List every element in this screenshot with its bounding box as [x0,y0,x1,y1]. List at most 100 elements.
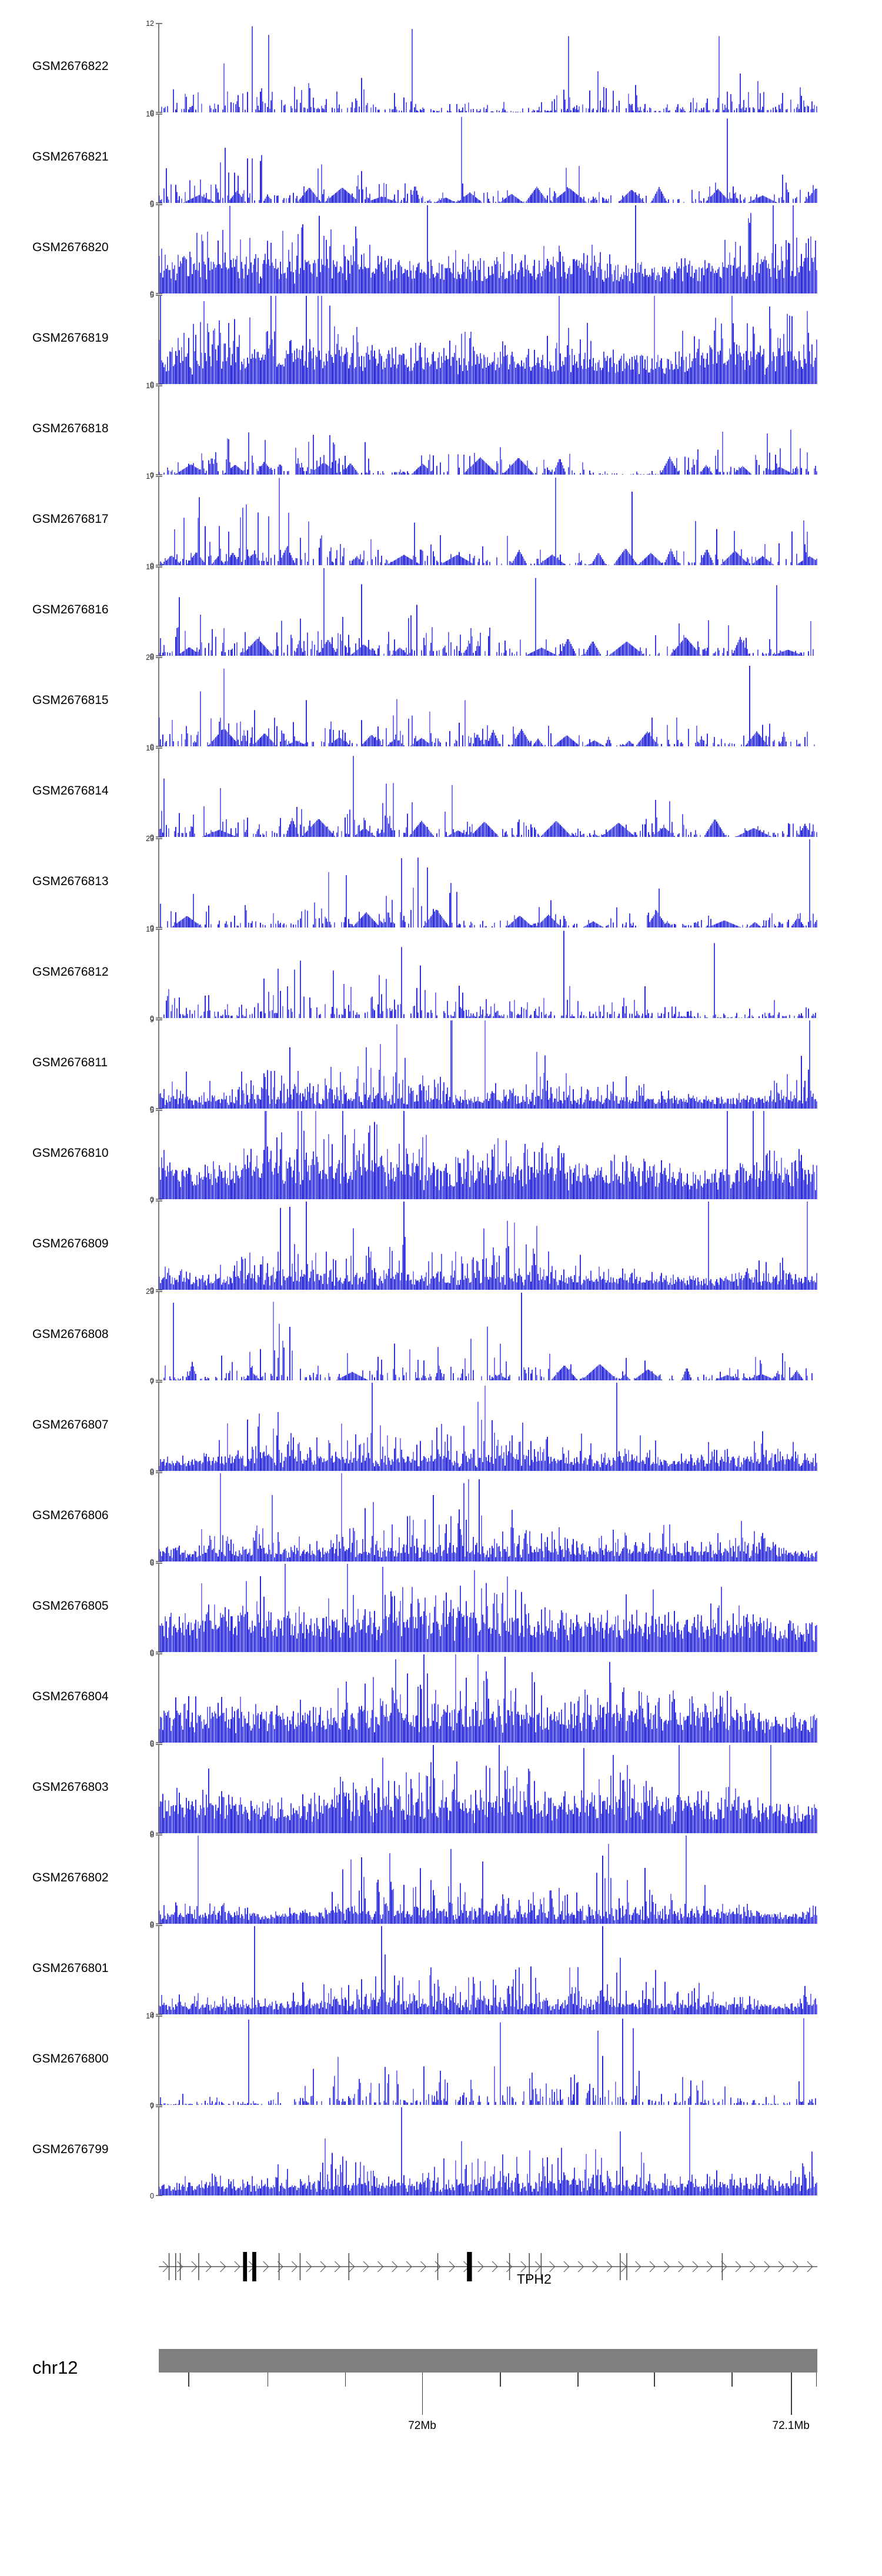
gene-exon [198,2253,199,2280]
track-sample-label: GSM2676804 [32,1690,109,1703]
coverage-track-row: GSM2676805 6 0 [0,1560,882,1656]
strand-arrow-icon [349,2261,355,2273]
track-plot-area[interactable] [159,2016,817,2105]
track-sample-label: GSM2676809 [32,1237,109,1250]
track-plot-area[interactable] [159,1200,817,1290]
track-plot-area[interactable] [159,657,817,746]
track-sample-label: GSM2676822 [32,59,109,73]
coverage-plot [159,1745,817,1833]
strand-arrow-icon [735,2261,741,2273]
track-sample-label: GSM2676803 [32,1780,109,1794]
coverage-plot [159,1383,817,1471]
gene-exon [437,2253,439,2280]
coverage-plot [160,839,817,927]
track-plot-area[interactable] [159,204,817,293]
track-plot-area[interactable] [159,1472,817,1561]
y-axis-max-label: 14 [146,2012,154,2020]
y-axis-spine [158,1925,159,2015]
y-axis-min-label: 0 [150,923,154,932]
y-axis-max-label: 13 [146,925,154,933]
track-sample-label: GSM2676805 [32,1599,109,1613]
strand-arrow-icon [363,2261,369,2273]
y-axis-min-label: 0 [150,199,154,208]
y-axis-min-label: 0 [150,2010,154,2019]
chromosome-label: chr12 [32,2357,78,2378]
track-plot-area[interactable] [159,1834,817,1924]
track-plot-area[interactable] [159,1382,817,1471]
y-axis-max-tick [156,1200,162,1202]
coverage-track-row: GSM2676806 8 0 [0,1469,882,1566]
strand-arrow-icon [577,2261,584,2273]
track-sample-label: GSM2676815 [32,693,109,707]
gene-exon [299,2253,301,2280]
y-axis-min-label: 0 [150,108,154,117]
gene-exon [252,2252,256,2281]
strand-arrow-icon [692,2261,699,2273]
track-plot-area[interactable] [159,23,817,112]
track-plot-area[interactable] [159,476,817,565]
coverage-plot [160,2018,816,2105]
y-axis-max-label: 6 [150,1650,154,1658]
ideogram-tick-label: 72.1Mb [772,2420,810,2432]
track-plot-area[interactable] [159,1563,817,1652]
y-axis-max-tick [156,566,162,568]
y-axis-spine [158,476,159,566]
track-sample-label: GSM2676810 [32,1146,109,1160]
track-plot-area[interactable] [159,295,817,384]
coverage-track-row: GSM2676817 17 0 [0,473,882,569]
strand-arrow-icon [320,2261,326,2273]
y-axis-min-tick [156,2104,162,2105]
track-plot-area[interactable] [159,1925,817,2014]
y-axis-min-tick [156,1561,162,1562]
track-plot-area[interactable] [159,1019,817,1109]
track-sample-label: GSM2676799 [32,2143,109,2156]
track-plot-area[interactable] [159,566,817,656]
y-axis-min-tick [156,2014,162,2015]
track-plot-area[interactable] [159,838,817,927]
gene-exon [179,2253,181,2280]
strand-arrow-icon [520,2261,527,2273]
strand-arrow-icon [764,2261,770,2273]
track-plot-area[interactable] [159,1653,817,1743]
coverage-track-row: GSM2676820 5 0 [0,201,882,298]
track-sample-label: GSM2676800 [32,2052,109,2066]
y-axis-max-tick [156,476,162,477]
coverage-plot [159,2107,817,2195]
strand-arrow-icon [506,2261,513,2273]
strand-arrow-icon [592,2261,599,2273]
track-plot-area[interactable] [159,1291,817,1380]
coverage-plot [159,756,817,837]
y-axis-spine [158,1200,159,1290]
track-plot-area[interactable] [159,929,817,1018]
strand-arrow-icon [449,2261,455,2273]
y-axis-min-label: 0 [150,471,154,479]
y-axis-max-tick [156,114,162,115]
track-plot-area[interactable] [159,1110,817,1199]
y-axis-max-label: 5 [150,1106,154,1115]
y-axis-spine [158,295,159,385]
strand-arrow-icon [663,2261,670,2273]
track-plot-area[interactable] [159,2106,817,2195]
gene-model-svg[interactable] [159,2238,817,2295]
track-plot-area[interactable] [159,385,817,475]
track-y-axis: 13 0 [139,925,162,1022]
coverage-plot [159,1564,817,1652]
track-plot-area[interactable] [159,748,817,837]
track-y-axis: 17 0 [139,473,162,569]
track-plot-area[interactable] [159,1744,817,1833]
y-axis-max-tick [156,748,162,749]
y-axis-min-tick [156,1017,162,1019]
y-axis-min-tick [156,383,162,385]
y-axis-min-tick [156,1289,162,1290]
y-axis-spine [158,2106,159,2196]
gene-exon [620,2253,621,2280]
strand-arrow-icon [162,2261,169,2273]
track-plot-area[interactable] [159,114,817,203]
